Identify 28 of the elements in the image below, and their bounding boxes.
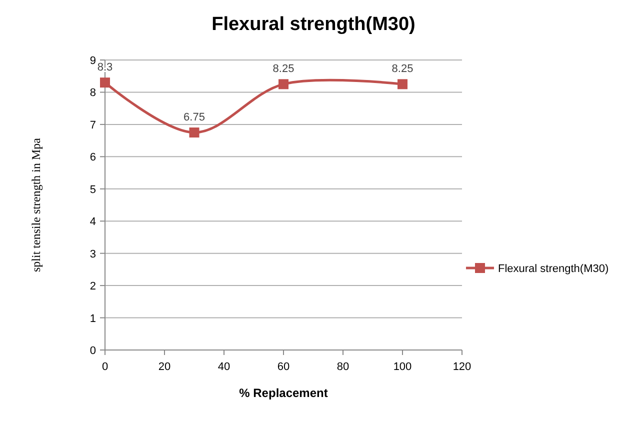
point [189, 128, 200, 138]
point [398, 79, 408, 90]
chart-title: Flexural strength(M30) [212, 14, 416, 35]
legend-label: Flexural strength(M30) [498, 263, 609, 275]
y-tick-label: 0 [90, 345, 96, 357]
y-tick-label: 5 [90, 184, 96, 196]
y-tick-label: 7 [90, 119, 96, 132]
data-label: 6.75 [184, 112, 205, 124]
x-tick-label: 80 [336, 361, 350, 373]
y-tick-label: 6 [90, 152, 96, 164]
x-axis-title: % Replacement [239, 386, 328, 400]
y-tick-label: 3 [90, 248, 96, 260]
x-tick-label: 100 [393, 361, 412, 373]
y-tick-label: 9 [90, 55, 96, 67]
y-tick-label: 8 [90, 87, 96, 100]
y-tick-label: 1 [90, 312, 96, 325]
x-tick-label: 40 [218, 361, 230, 373]
point [100, 78, 110, 88]
x-tick-label: 60 [277, 361, 290, 373]
data-label: 8.25 [272, 63, 294, 76]
y-tick-label: 4 [90, 216, 96, 228]
y-axis-title: split tensile strength in Mpa [29, 137, 43, 272]
y-tick-label: 2 [90, 280, 96, 293]
point [278, 79, 288, 90]
data-label: 8.25 [392, 63, 414, 76]
x-tick-label: 120 [452, 361, 472, 373]
x-tick-label: 0 [102, 361, 108, 373]
x-tick-label: 20 [158, 361, 171, 373]
